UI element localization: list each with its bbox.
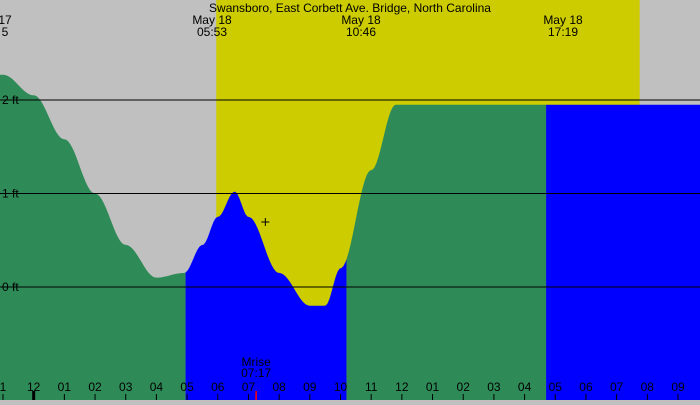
y-tick-label: 0 ft: [2, 280, 19, 294]
x-tick-label: 09: [671, 380, 685, 394]
top-date-label: May 18: [543, 13, 583, 27]
x-tick-label: 06: [211, 380, 225, 394]
top-time-label: 05:53: [197, 25, 227, 39]
top-date-label: 17: [0, 13, 12, 27]
x-tick-label: 1: [0, 380, 7, 394]
x-tick-label: 05: [549, 380, 563, 394]
rising-tide-area: [185, 191, 347, 400]
x-tick-label: 06: [579, 380, 593, 394]
top-date-label: May 18: [192, 13, 232, 27]
x-tick-label: 12: [395, 380, 409, 394]
tide-area-layer: [0, 74, 700, 401]
x-tick-label: 08: [641, 380, 655, 394]
chart-title: Swansboro, East Corbett Ave. Bridge, Nor…: [209, 1, 491, 15]
x-tick-label: 11: [365, 380, 378, 394]
x-tick-label: 01: [426, 380, 440, 394]
x-tick-label: 10: [334, 380, 348, 394]
falling-tide-area: [0, 74, 186, 401]
top-date-label: May 18: [341, 13, 381, 27]
rising-tide-area: [546, 104, 700, 400]
x-tick-label: 02: [457, 380, 471, 394]
moonrise-label: Mrise: [241, 355, 271, 369]
x-tick-label: 08: [272, 380, 286, 394]
moonrise-time: 07:17: [241, 366, 271, 380]
y-tick-label: 2 ft: [2, 93, 19, 107]
x-tick-label: 01: [58, 380, 72, 394]
x-tick-label: 03: [119, 380, 133, 394]
x-tick-label: 09: [303, 380, 317, 394]
x-tick-label: 03: [487, 380, 501, 394]
falling-tide-area: [346, 104, 547, 400]
y-tick-label: 1 ft: [2, 187, 19, 201]
top-time-label: 10:46: [346, 25, 376, 39]
gridline-layer: [0, 99, 700, 288]
x-tick-label: 07: [610, 380, 624, 394]
y-tick-label-layer: 0 ft 1 ft 2 ft: [2, 93, 19, 294]
top-time-label: 17:19: [548, 25, 578, 39]
x-tick-label: 12: [27, 380, 41, 394]
x-tick-label: 04: [150, 380, 164, 394]
top-time-label: 5: [2, 25, 9, 39]
x-tick-label: 02: [88, 380, 102, 394]
x-tick-label: 07: [242, 380, 256, 394]
x-tick-label: 04: [518, 380, 532, 394]
x-tick-label: 05: [180, 380, 194, 394]
x-tick-layer: 1 12 01 02 03 04 05 06 07 08 09 10 11 12 01 02 03 04 05 06 0…: [0, 380, 685, 400]
